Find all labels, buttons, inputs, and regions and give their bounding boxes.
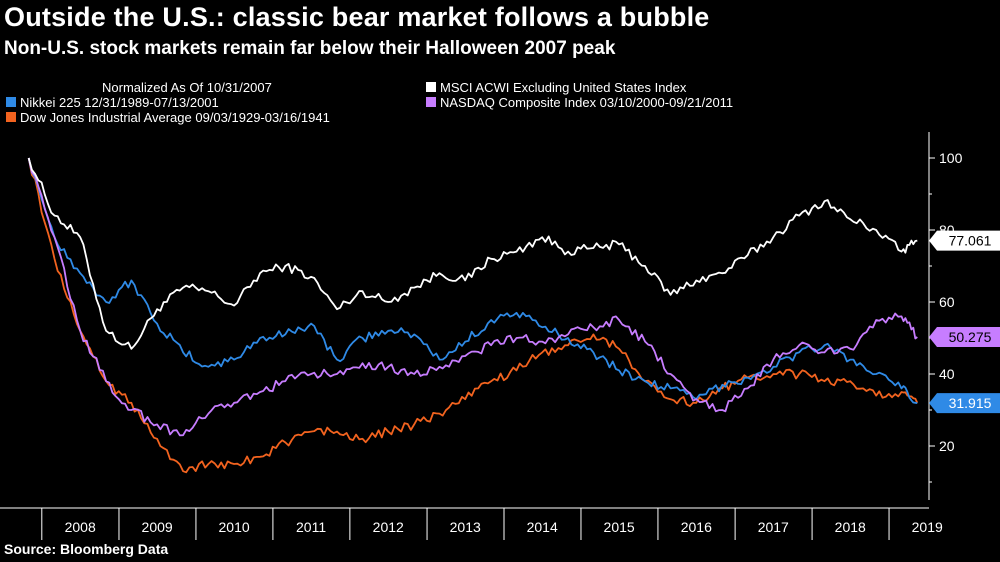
- x-tick-label: 2009: [142, 519, 173, 535]
- y-tick-label: 100: [939, 150, 963, 166]
- x-tick-label: 2011: [296, 519, 326, 535]
- series-line-msci: [27, 157, 918, 350]
- end-label-box: [929, 230, 1000, 251]
- x-tick-label: 2018: [835, 519, 866, 535]
- x-tick-label: 2017: [758, 519, 789, 535]
- x-tick-label: 2013: [450, 519, 481, 535]
- legend-swatch-nasdaq: [426, 97, 436, 107]
- series-lines: [27, 157, 919, 474]
- legend-swatch-msci: [426, 82, 436, 92]
- end-label-nikkei: 31.915: [929, 393, 1000, 414]
- legend: Normalized As Of 10/31/2007 MSCI ACWI Ex…: [6, 80, 733, 125]
- y-tick-label: 40: [939, 366, 955, 382]
- legend-label-dow: Dow Jones Industrial Average 09/03/1929-…: [20, 110, 330, 125]
- end-labels: 77.061 31.915 50.275: [929, 230, 1000, 414]
- x-tick-label: 2015: [604, 519, 635, 535]
- end-label-text: 50.275: [949, 329, 992, 345]
- x-tick-label: 2014: [527, 519, 558, 535]
- chart-title: Outside the U.S.: classic bear market fo…: [4, 2, 710, 32]
- end-label-text: 77.061: [949, 233, 992, 249]
- end-label-nasdaq: 50.275: [929, 327, 1000, 348]
- legend-label-nikkei: Nikkei 225 12/31/1989-07/13/2001: [20, 95, 219, 110]
- x-tick-label: 2012: [373, 519, 404, 535]
- series-line-nasdaq: [27, 157, 918, 437]
- series-line-dow: [27, 157, 919, 474]
- end-label-box: [929, 393, 1000, 414]
- legend-swatch-nikkei: [6, 97, 16, 107]
- series-line-nikkei: [27, 157, 918, 404]
- end-label-box: [929, 327, 1000, 348]
- legend-label-msci: MSCI ACWI Excluding United States Index: [440, 80, 687, 95]
- legend-header: Normalized As Of 10/31/2007: [102, 80, 272, 95]
- y-tick-label: 20: [939, 438, 955, 454]
- legend-swatch-dow: [6, 112, 16, 122]
- x-tick-label: 2008: [65, 519, 96, 535]
- end-label-text: 31.915: [949, 395, 992, 411]
- end-label-msci: 77.061: [929, 230, 1000, 251]
- y-tick-label: 60: [939, 294, 955, 310]
- x-tick-label: 2010: [219, 519, 250, 535]
- x-tick-label: 2016: [681, 519, 712, 535]
- chart-subtitle: Non-U.S. stock markets remain far below …: [4, 38, 616, 59]
- source-note: Source: Bloomberg Data: [4, 541, 169, 557]
- legend-label-nasdaq: NASDAQ Composite Index 03/10/2000-09/21/…: [440, 95, 733, 110]
- x-tick-label: 2019: [912, 519, 943, 535]
